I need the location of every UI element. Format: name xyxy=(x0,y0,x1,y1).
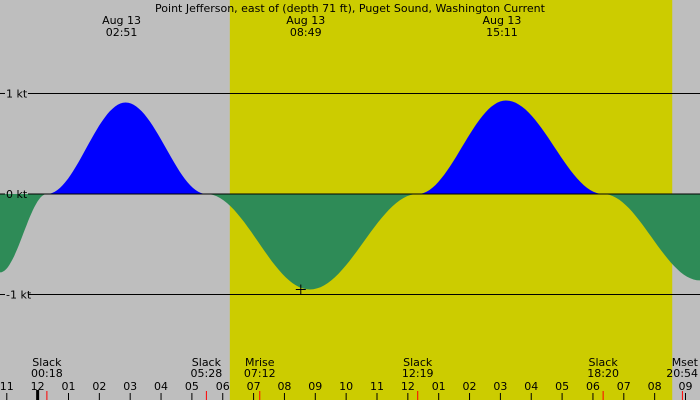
extremum-date-label: Aug 13 xyxy=(482,14,521,27)
y-tick-label-layer: 1 kt 0 kt -1 kt xyxy=(6,87,32,301)
extremum-date-label: Aug 13 xyxy=(102,14,141,27)
x-tick-label: 05 xyxy=(555,380,569,393)
event-time-label: 05:28 xyxy=(191,367,223,380)
x-tick-label: 04 xyxy=(154,380,168,393)
chart-title: Point Jefferson, east of (depth 71 ft), … xyxy=(155,2,546,15)
x-tick-label: 07 xyxy=(247,380,261,393)
x-tick-label: 05 xyxy=(185,380,199,393)
event-time-label: 07:12 xyxy=(244,367,276,380)
x-tick-label: 03 xyxy=(123,380,137,393)
flood-area xyxy=(46,102,207,194)
ebb-area xyxy=(206,194,418,290)
x-tick-label: 08 xyxy=(277,380,291,393)
event-label: Mset xyxy=(672,356,699,369)
ebb-area xyxy=(603,194,700,281)
x-tick-label: 11 xyxy=(0,380,14,393)
flood-area xyxy=(417,100,604,194)
x-tick-label: 07 xyxy=(617,380,631,393)
event-label: Slack xyxy=(192,356,222,369)
current-marker-layer xyxy=(295,284,306,295)
event-time-label: 20:54 xyxy=(666,367,698,380)
x-tick-label: 01 xyxy=(432,380,446,393)
event-time-label: 18:20 xyxy=(587,367,619,380)
x-tick-label: 02 xyxy=(92,380,106,393)
extremum-date-label: Aug 13 xyxy=(286,14,325,27)
event-time-label: 00:18 xyxy=(31,367,63,380)
ebb-area xyxy=(0,194,47,273)
x-tick-label: 01 xyxy=(61,380,75,393)
x-tick-label: 02 xyxy=(463,380,477,393)
event-label: Slack xyxy=(32,356,62,369)
y-tick-label: 1 kt xyxy=(6,87,28,100)
extremum-time-label: 08:49 xyxy=(290,26,322,39)
x-tick-label: 09 xyxy=(308,380,322,393)
event-label: Slack xyxy=(589,356,619,369)
extremum-time-label: 15:11 xyxy=(486,26,518,39)
y-tick-label: -1 kt xyxy=(6,289,32,302)
event-time-label: 12:19 xyxy=(402,367,434,380)
y-tick-label: 0 kt xyxy=(6,188,28,201)
x-tick-label: 12 xyxy=(401,380,415,393)
event-label: Slack xyxy=(403,356,433,369)
x-tick-label: 06 xyxy=(586,380,600,393)
current-area-layer xyxy=(0,100,700,290)
x-tick-label: 11 xyxy=(370,380,384,393)
gridline-layer xyxy=(0,92,700,296)
x-tick-label: 10 xyxy=(339,380,353,393)
extremum-time-label: 02:51 xyxy=(106,26,138,39)
event-label: Mrise xyxy=(245,356,275,369)
x-tick-label: 08 xyxy=(648,380,662,393)
x-tick-label: 04 xyxy=(524,380,538,393)
event-label-layer: Slack00:18Slack05:28Mrise07:12Slack12:19… xyxy=(31,356,699,400)
x-tick-label: 09 xyxy=(679,380,693,393)
x-tick-label: 03 xyxy=(493,380,507,393)
x-tick-layer: 11 12 01 02 03 04 05 06 07 08 09 10 11 12 01 02 03 04 05 06… xyxy=(0,380,693,400)
x-tick-label: 12 xyxy=(31,380,45,393)
x-tick-label: 06 xyxy=(216,380,230,393)
